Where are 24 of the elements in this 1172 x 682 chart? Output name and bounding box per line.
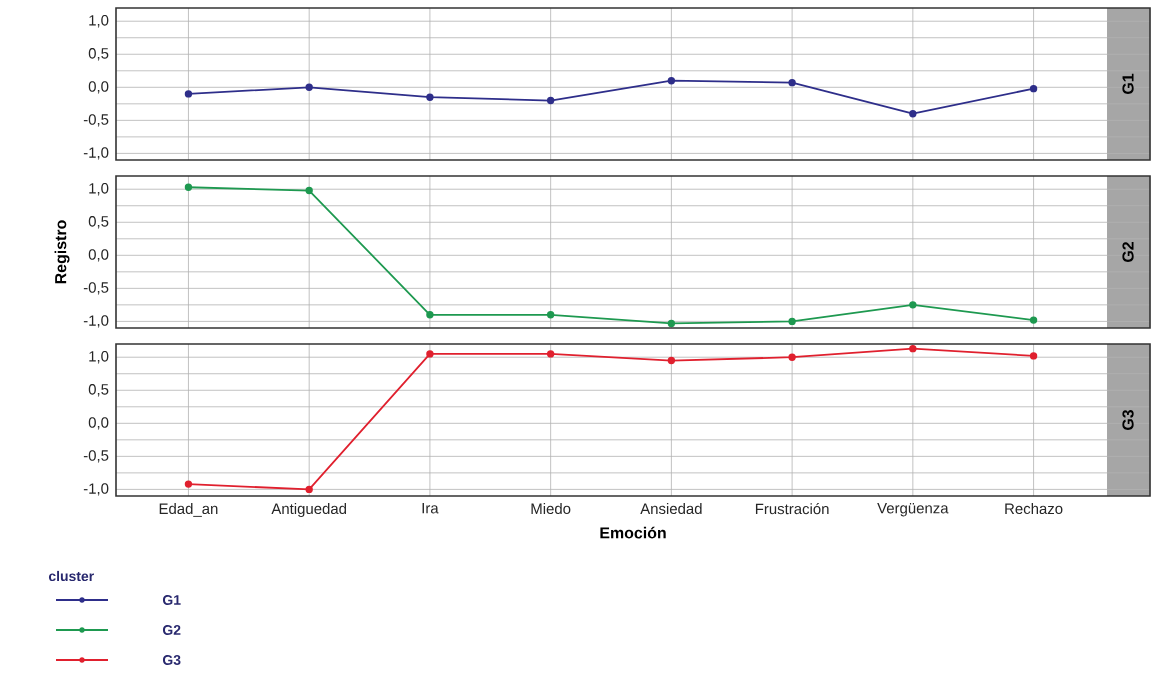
point — [788, 317, 796, 326]
point — [426, 93, 434, 101]
point — [1029, 84, 1038, 93]
point — [305, 485, 313, 494]
point — [546, 96, 555, 105]
point — [909, 110, 917, 118]
point — [546, 350, 555, 358]
point — [909, 344, 917, 353]
point — [305, 186, 313, 195]
point — [1029, 316, 1038, 324]
point — [667, 77, 676, 85]
point — [426, 350, 434, 358]
point — [667, 319, 676, 328]
point — [788, 353, 796, 361]
point — [546, 311, 555, 319]
point — [184, 183, 193, 191]
point — [667, 356, 676, 365]
point — [1029, 352, 1038, 360]
point — [305, 83, 313, 91]
point — [184, 480, 193, 488]
point — [788, 78, 796, 87]
point — [909, 301, 917, 309]
point — [426, 311, 434, 319]
point — [184, 90, 193, 98]
